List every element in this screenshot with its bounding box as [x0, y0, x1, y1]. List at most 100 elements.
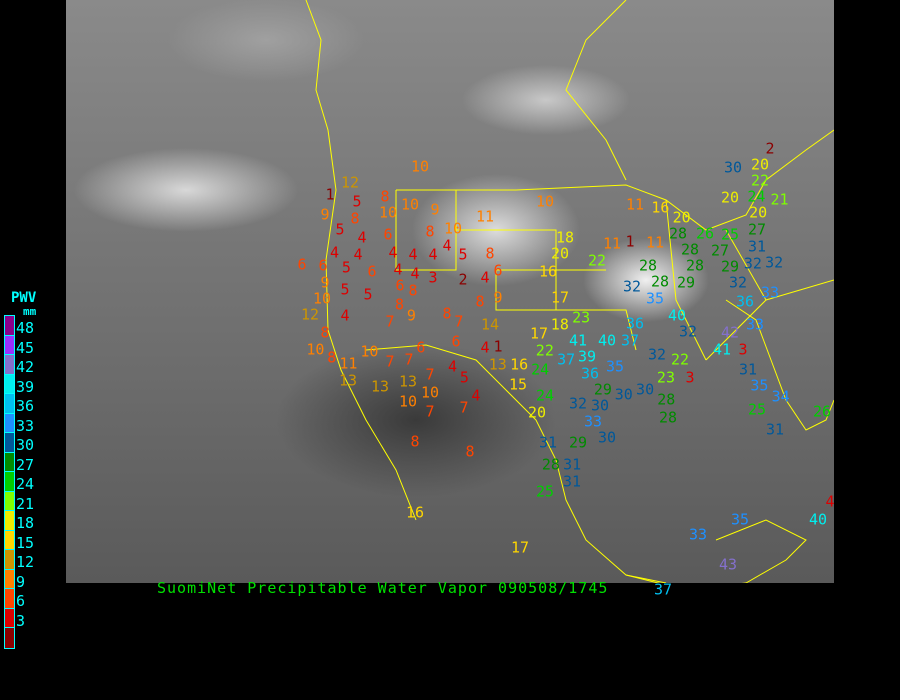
station-value: 28 [680, 240, 700, 259]
station-value: 30 [614, 385, 633, 404]
legend-label: 30 [16, 436, 35, 454]
station-value: 28 [650, 272, 670, 291]
legend-label: 42 [16, 358, 35, 376]
station-value: 13 [398, 372, 418, 391]
station-value: 22 [587, 251, 607, 270]
station-value: 28 [685, 256, 705, 275]
station-value: 16 [405, 503, 425, 522]
border-line [365, 344, 667, 583]
station-value: 8 [410, 432, 420, 451]
political-borders [305, 0, 834, 583]
station-value: 9 [493, 288, 503, 307]
station-value: 24 [535, 386, 555, 405]
station-value: 12 [340, 173, 360, 192]
station-value: 3 [685, 368, 695, 387]
station-value: 8 [485, 244, 495, 263]
station-value: 16 [510, 355, 529, 374]
station-value: 17 [529, 324, 549, 343]
legend-swatch [5, 316, 14, 336]
station-value: 10 [398, 392, 418, 411]
station-value: 9 [406, 306, 416, 325]
station-value: 4 [471, 386, 481, 405]
station-value: 28 [668, 224, 688, 243]
station-value: 5 [459, 368, 469, 387]
station-value: 16 [538, 262, 558, 281]
station-value: 42 [720, 323, 740, 342]
station-value: 40 [597, 331, 617, 350]
legend-label: 15 [16, 533, 35, 552]
station-value: 6 [297, 255, 307, 274]
station-value: 17 [510, 538, 530, 557]
station-value: 11 [645, 233, 665, 252]
station-value: 8 [475, 292, 485, 311]
station-value: 35 [750, 376, 769, 395]
station-value: 11 [475, 207, 495, 226]
legend-label: 27 [16, 455, 35, 474]
station-value: 32 [622, 277, 642, 296]
station-value: 2 [458, 270, 468, 289]
legend-swatch [5, 335, 14, 355]
station-value: 4 [408, 245, 418, 264]
station-value: 7 [425, 402, 435, 421]
border-line [625, 519, 807, 583]
station-value: 5 [341, 258, 351, 277]
station-value: 39 [578, 347, 597, 366]
station-value: 11 [602, 234, 622, 253]
station-value: 18 [555, 228, 575, 247]
station-value: 1 [493, 337, 503, 356]
station-value: 16 [651, 198, 670, 217]
station-value: 4 [330, 243, 340, 262]
station-value: 33 [760, 283, 780, 302]
station-value: 30 [636, 380, 655, 399]
station-value: 5 [335, 220, 345, 239]
station-value: 8 [442, 304, 452, 323]
station-value: 6 [395, 276, 405, 295]
station-value: 8 [395, 295, 405, 314]
legend-label: 3 [16, 611, 26, 630]
station-value: 10 [420, 383, 440, 402]
station-value: 6 [493, 261, 503, 280]
station-value: 10 [400, 195, 420, 214]
legend-swatch [5, 608, 14, 628]
station-value: 13 [338, 371, 358, 390]
station-value: 9 [430, 200, 440, 219]
station-value: 4 [448, 357, 458, 376]
station-value: 4 [357, 228, 367, 247]
station-value: 25 [720, 225, 740, 244]
station-value: 7 [454, 312, 464, 331]
station-value: 6 [451, 332, 461, 351]
legend-label: 18 [16, 514, 35, 532]
station-value: 5 [458, 245, 468, 264]
station-value: 1 [625, 232, 635, 251]
station-value: 37 [557, 350, 576, 369]
legend-label: 9 [16, 572, 26, 591]
station-value: 36 [625, 314, 645, 333]
station-value: 2 [765, 139, 775, 158]
station-value: 7 [425, 365, 435, 384]
station-value: 4 [480, 268, 490, 287]
station-value: 7 [404, 350, 414, 369]
legend-label: 12 [16, 553, 35, 571]
legend-swatch [5, 530, 14, 550]
legend-swatch [5, 491, 14, 511]
station-value: 31 [563, 455, 582, 474]
station-value: 28 [638, 256, 658, 275]
station-value: 22 [535, 341, 554, 360]
station-value: 25 [535, 482, 555, 501]
station-value: 31 [738, 360, 758, 379]
border-line [305, 0, 417, 521]
station-value: 41 [568, 331, 588, 350]
legend-unit: mm [23, 305, 37, 318]
station-value: 4 [393, 260, 403, 279]
station-value: 23 [656, 368, 675, 387]
legend-label: 48 [16, 319, 35, 337]
station-value: 32 [765, 253, 784, 272]
station-value: 31 [747, 237, 767, 256]
station-value: 43 [718, 555, 738, 574]
station-value: 20 [550, 244, 570, 263]
station-value: 9 [320, 205, 330, 224]
legend-swatch [5, 355, 14, 375]
station-value: 4 [353, 245, 363, 264]
station-value: 23 [572, 308, 591, 327]
station-value: 18 [550, 315, 569, 334]
